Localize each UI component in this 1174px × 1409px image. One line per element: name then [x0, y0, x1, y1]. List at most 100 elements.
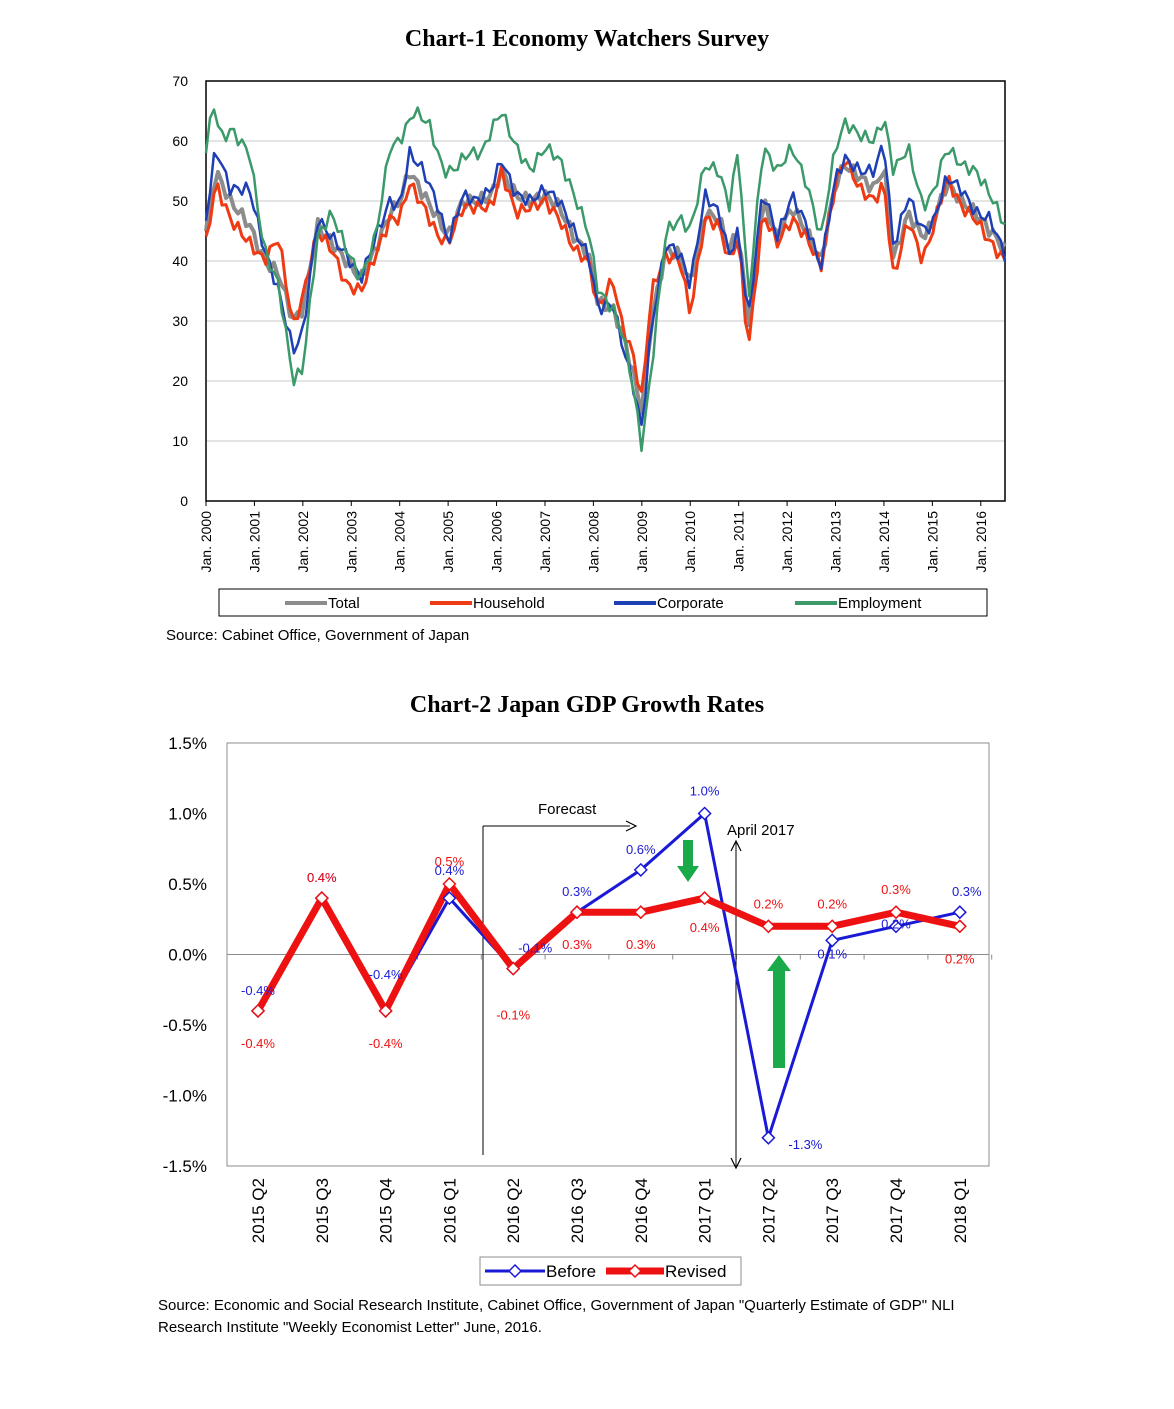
chart2-before-data-label: 0.2%	[881, 916, 911, 931]
chart2-y-tick-label: -0.5%	[163, 1016, 207, 1035]
chart2-before-point	[442, 891, 457, 906]
chart2-revised-data-label: 0.2%	[754, 896, 784, 911]
chart2-legend-label-revised: Revised	[665, 1262, 726, 1281]
chart2-revised-data-label: -0.4%	[241, 1036, 275, 1051]
chart2-y-tick-label: 1.5%	[168, 734, 207, 753]
chart2-revised-point	[378, 1003, 393, 1018]
chart2-before-data-label: -1.3%	[788, 1137, 822, 1152]
chart2-before-point	[697, 806, 712, 821]
chart2-before-point	[888, 919, 904, 934]
chart1-x-tick-label: Jan. 2016	[973, 511, 989, 573]
chart2-x-tick-label: 2016 Q2	[504, 1178, 523, 1243]
chart1-x-tick-label: Jan. 2007	[537, 511, 553, 573]
chart2-before-point	[633, 862, 648, 877]
chart1-legend-label-employment: Employment	[838, 595, 922, 612]
chart1-y-tick-label: 50	[172, 193, 188, 209]
chart2-y-tick-label: -1.5%	[163, 1157, 207, 1176]
chart2-x-tick-label: 2016 Q3	[568, 1178, 587, 1243]
green-arrow-down-head	[677, 866, 699, 882]
chart2-revised-data-label: 0.2%	[945, 951, 975, 966]
chart1-x-tick-label: Jan. 2004	[392, 511, 408, 573]
chart2-revised-data-label: 0.3%	[626, 937, 656, 952]
chart1-y-tick-label: 60	[172, 133, 188, 149]
chart2-revised-point	[761, 919, 776, 934]
chart1-series-household-line	[204, 159, 1007, 393]
chart2-revised-data-label: 0.4%	[307, 870, 337, 885]
chart2-legend-marker-before	[507, 1263, 523, 1279]
chart2-y-tick-label: -1.0%	[163, 1087, 207, 1106]
chart2-revised-point	[250, 1003, 266, 1018]
april-2017-arrowhead-down	[730, 1157, 742, 1170]
chart1-y-tick-label: 30	[172, 313, 188, 329]
chart2-before-data-label: -0.4%	[241, 983, 275, 998]
green-arrow-up-head	[767, 955, 791, 971]
forecast-label: Forecast	[538, 801, 597, 818]
chart1-y-tick-label: 40	[172, 253, 188, 269]
chart1-x-tick-label: Jan. 2005	[440, 511, 456, 573]
chart2-before-data-label: -0.1%	[518, 941, 552, 956]
chart1-x-tick-label: Jan. 2015	[924, 511, 940, 573]
chart2-revised-data-label: 0.3%	[881, 882, 911, 897]
chart2-revised-data-label: -0.1%	[496, 1008, 530, 1023]
chart2-x-tick-label: 2016 Q4	[632, 1178, 651, 1243]
chart1-x-tick-label: Jan. 2003	[343, 511, 359, 573]
chart1-series-employment-line	[204, 106, 1006, 453]
chart1-x-tick-label: Jan. 2006	[489, 511, 505, 573]
chart2-y-tick-label: 1.0%	[168, 805, 207, 824]
chart1-x-tick-label: Jan. 2009	[634, 511, 650, 573]
chart1-x-tick-label: Jan. 2011	[731, 511, 747, 572]
chart2-revised-point	[442, 876, 457, 892]
chart2-legend-label-before: Before	[546, 1262, 596, 1281]
chart1-legend-box	[218, 588, 988, 617]
green-arrow-up-shaft	[773, 970, 785, 1068]
chart2-revised-point	[569, 905, 585, 920]
chart2-before-data-label: 0.6%	[626, 842, 656, 857]
chart2-revised-data-label: 0.2%	[817, 896, 847, 911]
chart2-revised-point	[314, 891, 329, 906]
chart2-x-tick-label: 2015 Q4	[377, 1178, 396, 1243]
chart1-plot-frame	[205, 80, 1006, 502]
chart1-x-tick-label: Jan. 2001	[246, 511, 262, 573]
chart2-revised-data-label: 0.5%	[435, 854, 465, 869]
april-2017-label: April 2017	[727, 822, 795, 839]
april-2017-arrowhead-up	[730, 839, 742, 852]
chart2-series-revised-line	[254, 877, 961, 1019]
chart2-x-tick-label: 2017 Q3	[823, 1178, 842, 1243]
green-arrow-down-shaft	[683, 840, 693, 866]
chart2-x-tick-label: 2018 Q1	[951, 1178, 970, 1243]
chart1-title: Chart-1 Economy Watchers Survey	[404, 26, 770, 52]
chart1-x-tick-label: Jan. 2014	[876, 511, 892, 573]
chart1-y-tick-label: 0	[180, 493, 188, 509]
chart2-revised-data-label: 0.3%	[562, 937, 592, 952]
chart2-x-tick-label: 2017 Q2	[759, 1178, 778, 1243]
chart1-x-tick-label: Jan. 2010	[682, 511, 698, 573]
chart1-x-tick-label: Jan. 2012	[779, 511, 795, 573]
chart2-x-tick-label: 2017 Q4	[887, 1178, 906, 1243]
chart2-before-data-label: 1.0%	[690, 784, 720, 799]
chart2-title: Chart-2 Japan GDP Growth Rates	[409, 692, 765, 718]
chart2-before-data-label: 0.3%	[952, 884, 982, 899]
chart1-y-tick-label: 10	[172, 433, 188, 449]
chart2-before-data-label: 0.4%	[435, 863, 465, 878]
chart1-x-tick-label: Jan. 2002	[295, 511, 311, 573]
chart1-legend-label-corporate: Corporate	[657, 595, 724, 612]
chart2-revised-point	[952, 919, 967, 934]
chart2-y-tick-label: 0.0%	[168, 946, 207, 965]
chart2-revised-point	[633, 905, 648, 920]
chart2-revised-data-label: 0.4%	[690, 920, 720, 935]
chart1-x-tick-label: Jan. 2000	[198, 511, 214, 573]
chart2-revised-point	[697, 891, 712, 906]
chart2-x-tick-label: 2017 Q1	[696, 1178, 715, 1243]
forecast-arrowhead	[625, 820, 638, 832]
chart1-y-tick-label: 70	[172, 73, 188, 89]
chart2-revised-data-label: -0.4%	[369, 1036, 403, 1051]
chart2-before-data-label: 0.4%	[307, 870, 337, 885]
chart2-before-data-label: 0.3%	[562, 884, 592, 899]
chart2-before-point	[761, 1130, 776, 1145]
chart1-legend-label-total: Total	[328, 595, 360, 612]
chart2-legend-marker-revised	[627, 1263, 643, 1279]
chart1-x-tick-label: Jan. 2013	[828, 511, 844, 573]
chart1-x-tick-label: Jan. 2008	[585, 511, 601, 573]
chart2-before-point	[952, 905, 967, 920]
chart2-revised-point	[506, 961, 521, 976]
